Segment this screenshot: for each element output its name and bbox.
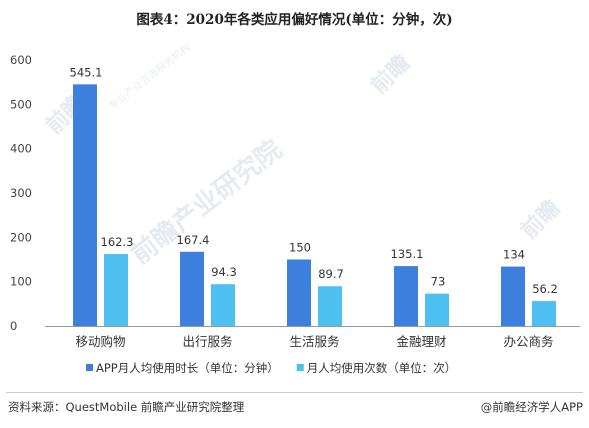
data-label: 56.2 bbox=[532, 282, 558, 296]
bar-series2 bbox=[532, 301, 556, 326]
bar-series1 bbox=[394, 266, 418, 326]
x-category-label: 移动购物 bbox=[75, 334, 125, 349]
x-category-label: 出行服务 bbox=[182, 334, 232, 349]
bar-series2 bbox=[211, 284, 235, 326]
bars-group bbox=[73, 84, 556, 327]
source-text: 资料来源：QuestMobile 前瞻产业研究院整理 bbox=[8, 400, 245, 414]
bar-series1 bbox=[287, 259, 311, 326]
y-axis-ticks: 0 100 200 300 400 500 600 bbox=[10, 53, 32, 333]
legend-label: APP月人均使用时长（单位：分钟） bbox=[96, 361, 279, 375]
data-label: 162.3 bbox=[101, 235, 134, 249]
x-axis-categories: 移动购物 出行服务 生活服务 金融理财 办公商务 bbox=[75, 334, 553, 349]
bar-series1 bbox=[180, 251, 204, 326]
data-labels-group: 545.1 162.3 167.4 94.3 150 89.7 135.1 73 134 56.2 bbox=[70, 65, 558, 296]
y-tick-label: 0 bbox=[10, 319, 17, 333]
y-tick-label: 200 bbox=[10, 230, 32, 244]
bar-series2 bbox=[318, 286, 342, 326]
data-label: 167.4 bbox=[177, 233, 210, 247]
legend: APP月人均使用时长（单位：分钟） 月人均使用次数（单位：次） bbox=[86, 361, 456, 375]
credit-text: @前瞻经济学人APP bbox=[480, 400, 583, 414]
data-label: 150 bbox=[289, 241, 311, 255]
y-tick-label: 300 bbox=[10, 186, 32, 200]
legend-swatch bbox=[86, 364, 93, 371]
bar-series2 bbox=[104, 254, 128, 326]
data-label: 134 bbox=[503, 248, 525, 262]
y-tick-label: 100 bbox=[10, 275, 32, 289]
watermark-logo-text: 前瞻 bbox=[516, 195, 566, 245]
bar-series1 bbox=[501, 266, 525, 326]
data-label: 94.3 bbox=[211, 265, 237, 279]
x-category-label: 办公商务 bbox=[503, 334, 553, 349]
bar-series1 bbox=[73, 84, 97, 327]
chart-title: 图表4：2020年各类应用偏好情况(单位：分钟，次) bbox=[136, 12, 453, 28]
bar-series2 bbox=[425, 293, 449, 326]
data-label: 545.1 bbox=[70, 65, 103, 79]
watermark-logo-text: 前瞻 bbox=[366, 50, 416, 100]
y-tick-label: 600 bbox=[10, 53, 32, 67]
y-tick-label: 500 bbox=[10, 97, 32, 111]
data-label: 135.1 bbox=[391, 247, 424, 261]
data-label: 89.7 bbox=[318, 267, 344, 281]
x-category-label: 生活服务 bbox=[289, 334, 339, 349]
legend-label: 月人均使用次数（单位：次） bbox=[307, 361, 457, 375]
x-category-label: 金融理财 bbox=[396, 334, 446, 349]
watermark-text: 前瞻产业研究院 bbox=[125, 134, 288, 270]
footer-divider bbox=[6, 392, 583, 393]
legend-swatch bbox=[296, 364, 304, 371]
watermark-subtext: 专业产业咨询服务机构 bbox=[106, 41, 193, 113]
data-label: 73 bbox=[431, 275, 446, 289]
y-tick-label: 400 bbox=[10, 142, 32, 156]
